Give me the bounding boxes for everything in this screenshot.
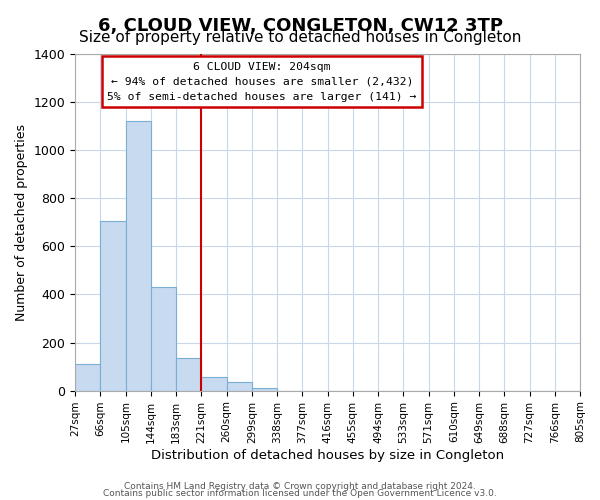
Bar [176,358,202,390]
Text: Size of property relative to detached houses in Congleton: Size of property relative to detached ho… [79,30,521,45]
Bar [100,221,125,390]
Bar [252,388,277,390]
X-axis label: Distribution of detached houses by size in Congleton: Distribution of detached houses by size … [151,450,504,462]
Y-axis label: Number of detached properties: Number of detached properties [15,124,28,320]
Bar [202,376,227,390]
Text: 6 CLOUD VIEW: 204sqm
← 94% of detached houses are smaller (2,432)
5% of semi-det: 6 CLOUD VIEW: 204sqm ← 94% of detached h… [107,62,416,102]
Text: 6, CLOUD VIEW, CONGLETON, CW12 3TP: 6, CLOUD VIEW, CONGLETON, CW12 3TP [97,18,503,36]
Text: Contains public sector information licensed under the Open Government Licence v3: Contains public sector information licen… [103,489,497,498]
Bar [75,364,100,390]
Text: Contains HM Land Registry data © Crown copyright and database right 2024.: Contains HM Land Registry data © Crown c… [124,482,476,491]
Bar [125,121,151,390]
Bar [227,382,252,390]
Bar [151,287,176,391]
